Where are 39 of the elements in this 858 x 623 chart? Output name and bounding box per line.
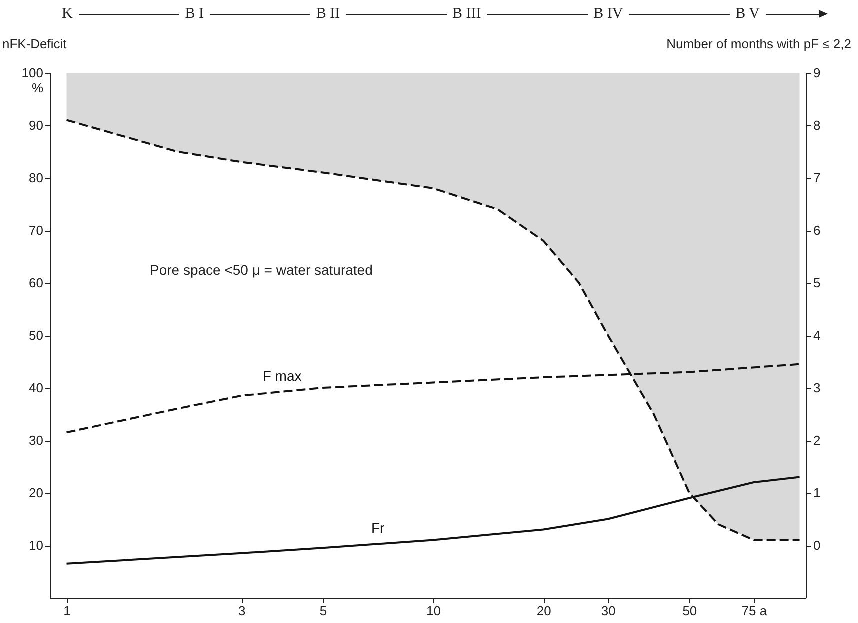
y2-tick-label: 2 (814, 433, 821, 448)
x-tick-label: 10 (426, 604, 441, 618)
y2-tick-label: 4 (814, 328, 821, 343)
x-tick-label: 30 (601, 604, 616, 618)
text: B I (185, 6, 204, 23)
x-tick-label: 75 a (742, 604, 768, 618)
annotation: Pore space <50 μ = water saturated (150, 262, 373, 278)
y-tick-label: 30 (29, 433, 44, 448)
x-tick-label: 20 (536, 604, 552, 618)
y2-tick-label: 0 (814, 538, 821, 553)
text: B II (316, 6, 340, 23)
y2-tick-label: 5 (814, 276, 821, 290)
y2-tick-label: 1 (814, 486, 821, 500)
y-tick-label: 10 (29, 538, 44, 553)
text: B IV (594, 6, 624, 23)
text: B III (452, 6, 482, 23)
y-tick-label: 90 (29, 118, 44, 133)
y-tick-label: 40 (29, 380, 44, 396)
x-tick-label: 5 (320, 604, 328, 618)
y2-tick-label: 6 (814, 223, 821, 238)
series-label: F max (262, 368, 302, 384)
y-tick-label: 100 % (22, 66, 44, 96)
y-tick-label: 50 (29, 328, 44, 343)
y2-tick-label: 7 (814, 170, 821, 186)
series-label: Fr (371, 520, 386, 536)
text: K (62, 6, 73, 23)
y-tick-label: 60 (29, 276, 44, 290)
y-tick-label: 80 (29, 170, 44, 186)
y-axis-title: nFK-Deficit (2, 36, 68, 52)
x-tick-label: 1 (64, 604, 71, 618)
y-tick-label: 20 (29, 486, 44, 500)
x-tick-label: 50 (682, 604, 698, 618)
y2-tick-label: 9 (814, 66, 821, 80)
text: B V (736, 6, 760, 23)
y-tick-label: 70 (29, 223, 44, 238)
x-tick-label: 3 (238, 604, 246, 618)
y2-tick-label: 3 (814, 380, 821, 396)
y2-axis-title: Number of months with pF ≤ 2,2 (666, 36, 852, 52)
y2-tick-label: 8 (814, 118, 821, 133)
